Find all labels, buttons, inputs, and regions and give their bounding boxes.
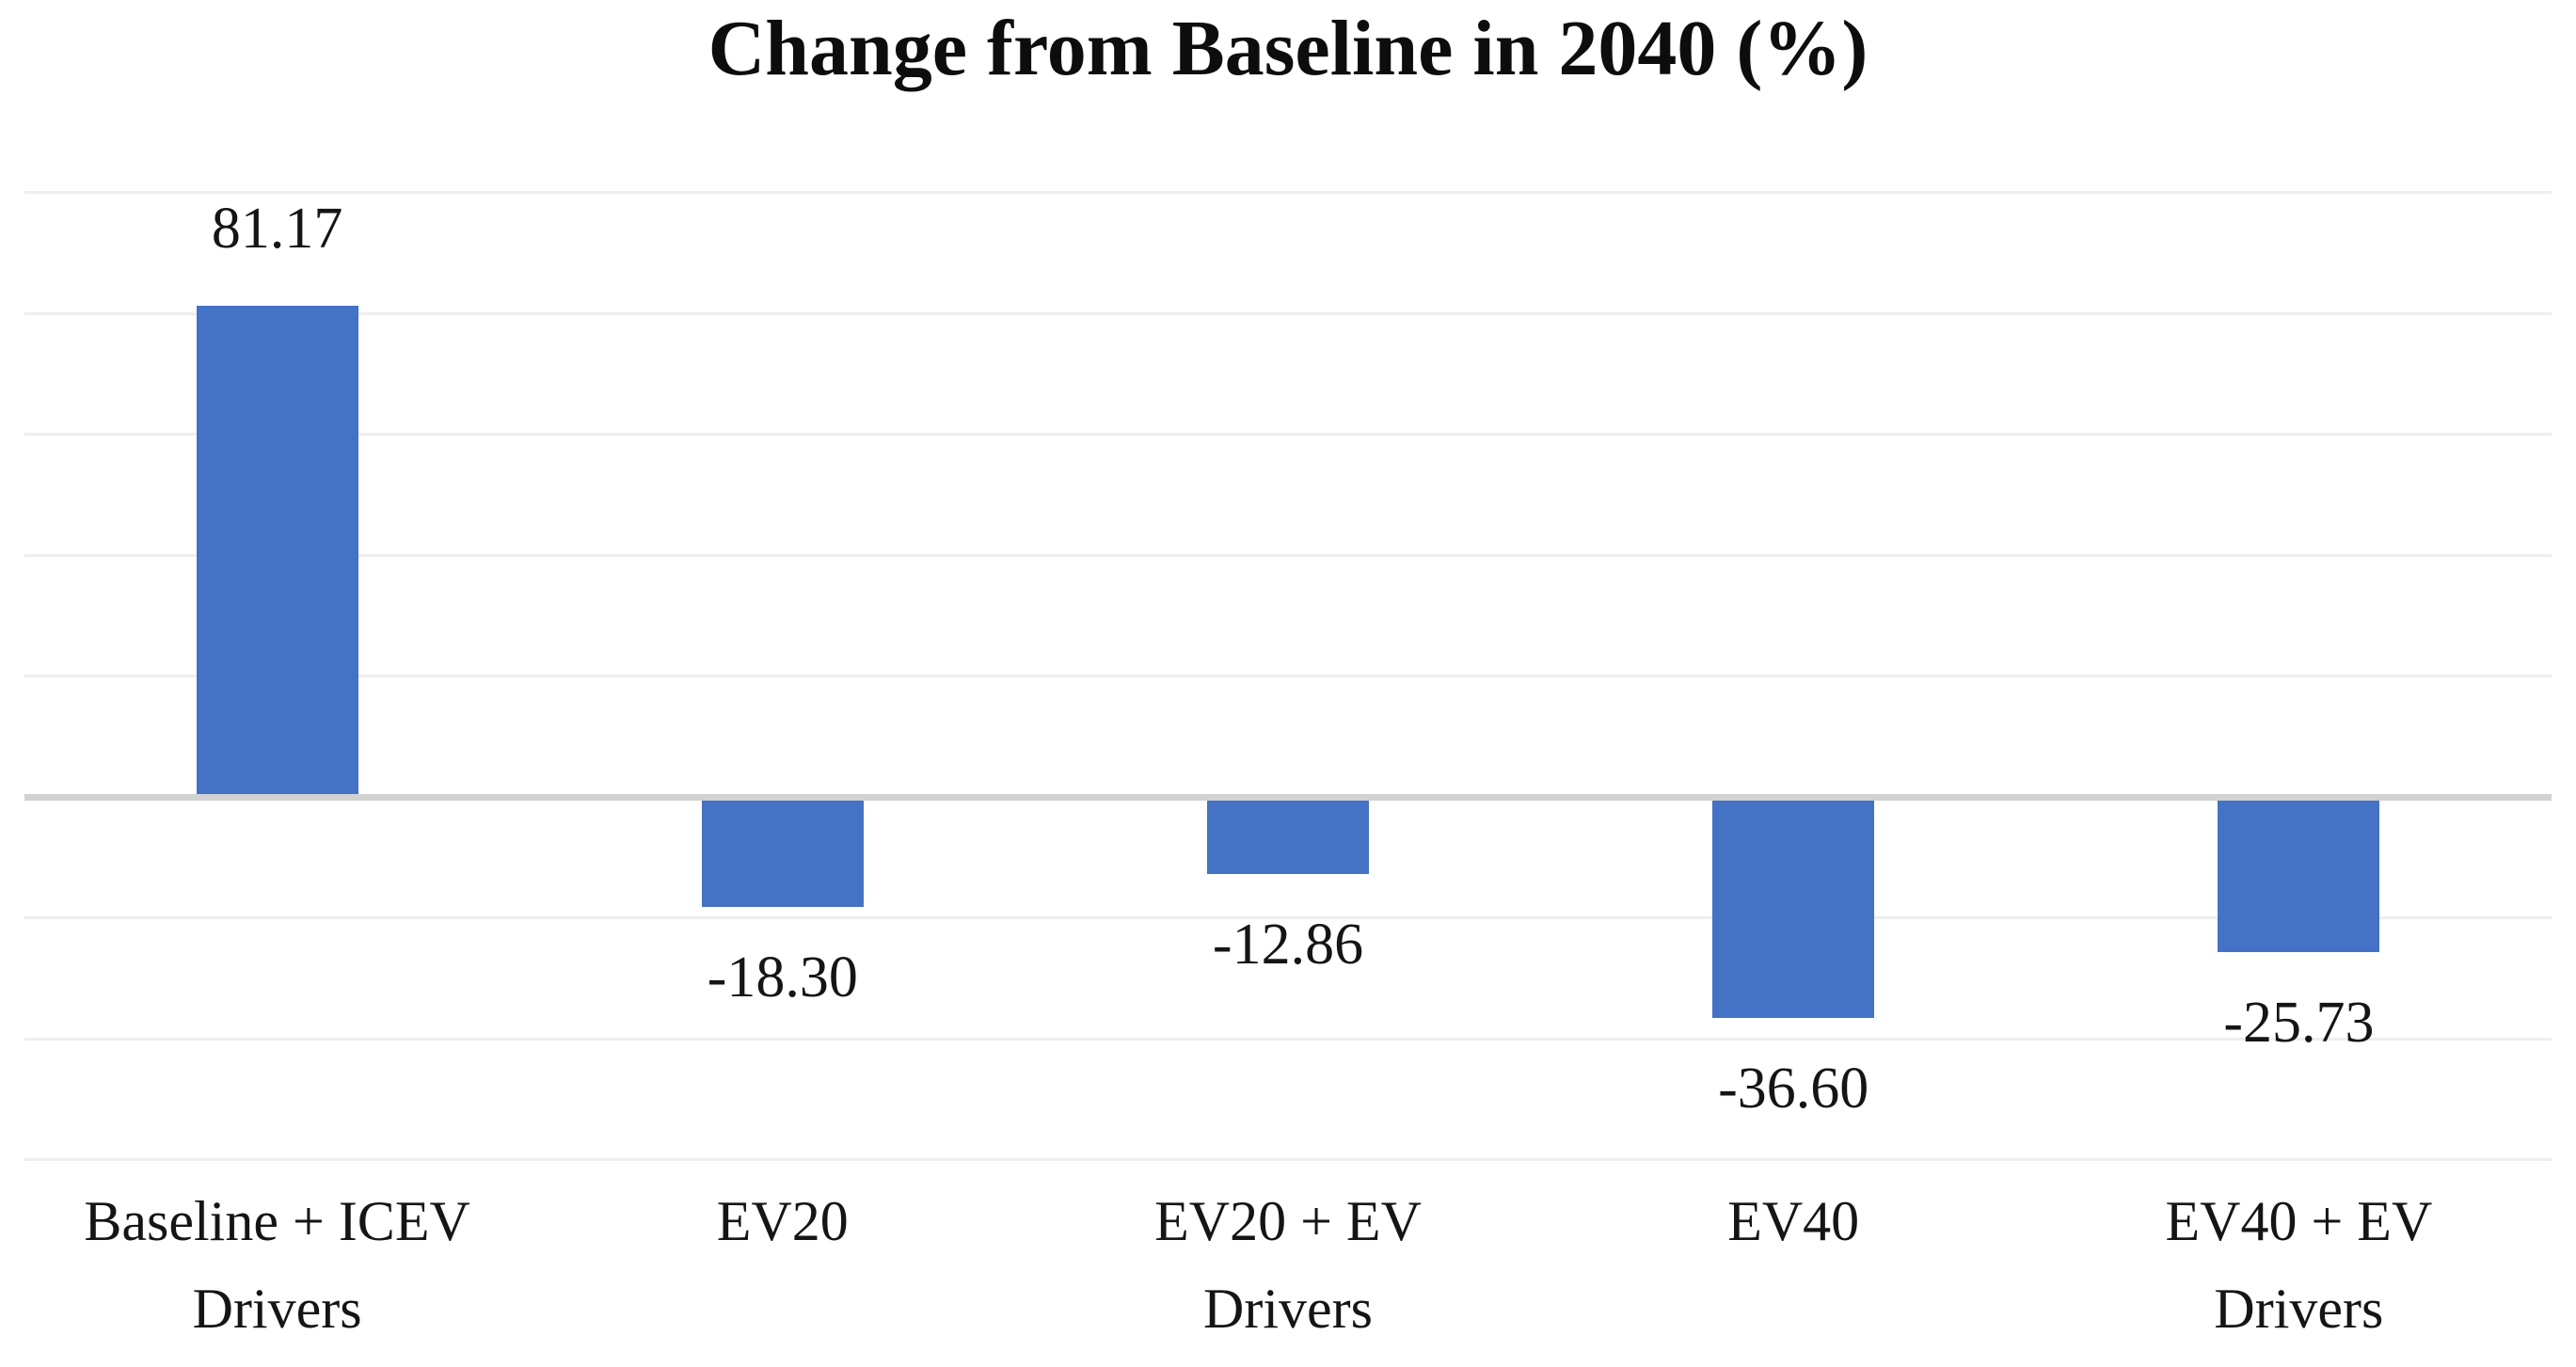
bar-value-label: -25.73 xyxy=(2223,990,2375,1055)
gridline xyxy=(24,433,2552,436)
gridline xyxy=(24,553,2552,557)
category-label-5: EV40 + EV Drivers xyxy=(2165,1190,2433,1340)
gridline xyxy=(24,191,2552,194)
gridline xyxy=(24,311,2552,315)
bar-1 xyxy=(196,305,358,797)
bar-value-label: -18.30 xyxy=(707,946,858,1010)
plot-area: 81.17 -18.30 -12.86 -36.60 -25.73 xyxy=(24,191,2552,1161)
category-label-1: Baseline + ICEV Drivers xyxy=(84,1190,470,1340)
gridline xyxy=(24,675,2552,677)
bar-4 xyxy=(1712,796,1875,1018)
bar-5 xyxy=(2218,796,2380,952)
gridline xyxy=(24,1037,2552,1041)
bar-3 xyxy=(1207,796,1369,875)
bar-2 xyxy=(701,796,864,908)
category-axis: Baseline + ICEV Drivers EV20 EV20 + EV Dri… xyxy=(24,1178,2552,1366)
zero-axis-line xyxy=(24,793,2552,801)
chart-title: Change from Baseline in 2040 (%) xyxy=(708,5,1868,92)
bar-value-label: -36.60 xyxy=(1718,1056,1869,1121)
gridline xyxy=(24,916,2552,919)
gridline xyxy=(24,1158,2552,1161)
bar-value-label: 81.17 xyxy=(211,196,343,261)
category-label-2: EV20 xyxy=(716,1190,849,1252)
bar-value-label: -12.86 xyxy=(1212,913,1364,978)
category-label-4: EV40 xyxy=(1727,1190,1860,1252)
category-label-3: EV20 + EV Drivers xyxy=(1154,1190,1422,1340)
